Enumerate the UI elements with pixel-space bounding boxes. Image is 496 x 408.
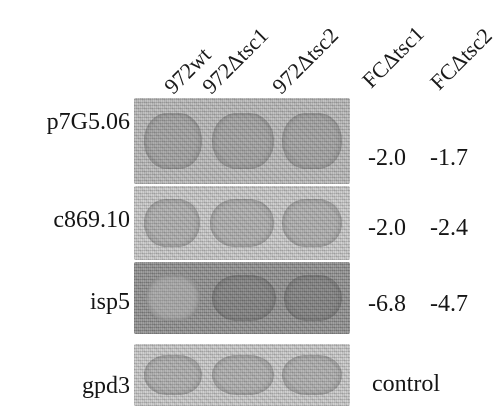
blot-band-p7g5-06 (134, 98, 350, 184)
blot-lane-1 (146, 274, 200, 322)
row-label-p7g5-06: p7G5.06 (46, 109, 130, 135)
blot-lane-1 (144, 355, 202, 395)
blot-band-c869-10 (134, 186, 350, 260)
blot-lane-2 (212, 355, 274, 395)
blot-lane-3 (282, 199, 342, 247)
row-label-c869-10: c869.10 (53, 207, 130, 233)
fc-tsc1-isp5: -6.8 (368, 291, 406, 317)
blot-lane-3 (282, 113, 342, 169)
fc-tsc2-c869-10: -2.4 (430, 215, 468, 241)
blot-band-gpd3 (134, 344, 350, 406)
row-label-gpd3: gpd3 (82, 373, 130, 399)
fc-tsc1-c869-10: -2.0 (368, 215, 406, 241)
blot-lane-1 (144, 113, 202, 169)
control-label-gpd3: control (372, 371, 440, 397)
blot-lane-2 (212, 113, 274, 169)
fc-tsc2-p7g5-06: -1.7 (430, 145, 468, 171)
fc-tsc2-isp5: -4.7 (430, 291, 468, 317)
fc-tsc1-p7g5-06: -2.0 (368, 145, 406, 171)
blot-lane-1 (144, 199, 200, 247)
blot-lane-2 (212, 274, 276, 322)
column-label-fc-delta-tsc1: FCΔtsc1 (357, 20, 429, 93)
column-label-fc-delta-tsc2: FCΔtsc2 (425, 22, 496, 95)
column-label-972-delta-tsc2: 972Δtsc2 (267, 22, 344, 99)
blot-band-isp5 (134, 262, 350, 334)
blot-lane-3 (284, 274, 342, 322)
blot-lane-3 (282, 355, 342, 395)
blot-lane-2 (210, 199, 274, 247)
row-label-isp5: isp5 (89, 289, 130, 315)
